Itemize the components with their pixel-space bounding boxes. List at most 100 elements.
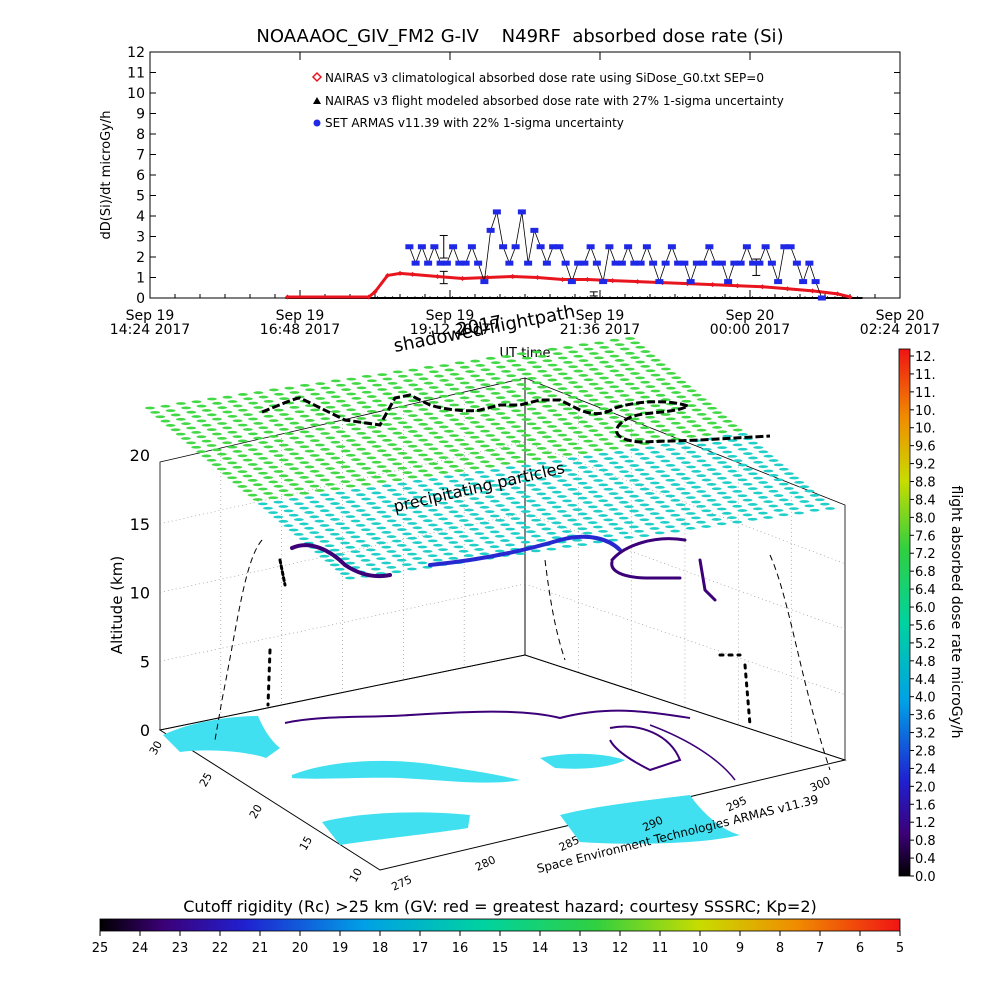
set-armas-point [736,260,745,266]
particle-dash [706,421,717,425]
particle-dash [268,511,279,515]
nairas-climatological-point [785,286,790,292]
particle-dash [742,452,753,455]
particle-dash [603,473,614,476]
particle-dash [422,535,433,538]
particle-dash [567,426,578,430]
particle-dash [520,495,531,499]
particle-dash [536,416,547,420]
particle-dash [346,408,357,412]
altitude-tick-label: 15 [130,515,150,534]
particle-dash [381,530,392,534]
particle-dash [608,446,619,450]
particle-dash [433,466,444,470]
particle-dash [406,567,417,571]
particle-dash [258,456,269,460]
particle-dash [459,365,470,369]
particle-dash [402,532,413,536]
particle-dash [562,376,573,380]
particle-dash [572,492,583,496]
nairas-flight-point [833,296,837,299]
flight-trace-left [214,539,263,741]
particle-dash [526,453,537,456]
particle-dash [345,484,356,488]
nairas-flight-point [465,296,470,299]
particle-dash [691,455,702,458]
particle-dash [500,508,511,512]
nairas-flight-point [570,296,575,299]
particle-dash [469,497,480,500]
particle-dash [351,443,362,447]
particle-dash [742,498,753,502]
particle-dash [547,363,558,367]
particle-dash [696,474,707,478]
right-colorbar-gradient [898,348,911,877]
particle-dash [691,485,702,489]
particle-dash [345,515,356,519]
particle-dash [227,476,238,480]
nairas-flight-point [443,296,447,299]
particle-dash [634,437,645,441]
set-armas-point [555,244,564,250]
particle-dash [475,364,486,367]
particle-dash [191,445,202,449]
particle-dash [329,548,340,552]
altitude-tick-label: 0 [140,721,150,740]
particle-dash [500,523,511,527]
particle-dash [711,456,722,460]
particle-dash [634,514,645,517]
particle-dash [557,433,568,437]
particle-dash [593,433,604,437]
particle-dash [809,494,820,497]
particle-dash [613,512,624,516]
particle-dash [561,544,572,548]
particle-dash [495,488,506,492]
particle-dash [609,338,620,342]
right-colorbar-tick-label: 3.6 [915,709,936,724]
nairas-flight-point [855,296,860,299]
particle-dash [671,376,682,380]
bottom-colorbar-tick-label: 8 [776,941,784,956]
particle-dash [227,430,238,434]
x-tick-time-label: 02:24 2017 [860,322,940,338]
particle-dash [778,482,789,486]
latitude-tick-label: 15 [297,834,315,853]
particle-dash [706,498,717,502]
particle-dash [376,510,387,514]
particle-dash [531,518,542,522]
particle-dash [737,463,748,467]
particle-dash [639,487,650,491]
longitude-tick-label: 300 [808,774,833,795]
particle-dash [474,517,485,521]
particle-dash [577,451,588,455]
cuba-landmass [292,760,520,783]
bottom-colorbar-tick-label: 16 [452,941,469,956]
particle-dash [392,386,403,390]
particle-dash [614,389,625,393]
particle-dash [515,521,526,525]
flight-trace-center [544,559,566,661]
particle-dash [366,440,377,444]
set-armas-point [686,279,695,285]
particle-dash [525,514,536,518]
particle-dash [511,394,522,398]
particle-dash [247,463,258,466]
particle-dash [428,431,439,435]
particle-dash [490,407,501,411]
particle-dash [701,463,712,467]
particle-dash [257,502,268,506]
particle-dash [773,463,784,467]
particle-dash [495,457,506,461]
particle-dash [588,459,599,463]
particle-dash [799,500,810,503]
particle-dash [350,504,361,508]
floor-flight-shadow [284,709,691,772]
particle-dash [402,517,413,521]
particle-dash [556,525,567,529]
floor-outline [158,654,847,871]
particle-dash [603,457,614,460]
particle-dash [531,488,542,491]
particle-dash [175,417,186,421]
particle-dash [635,360,646,364]
particle-dash [273,484,284,488]
